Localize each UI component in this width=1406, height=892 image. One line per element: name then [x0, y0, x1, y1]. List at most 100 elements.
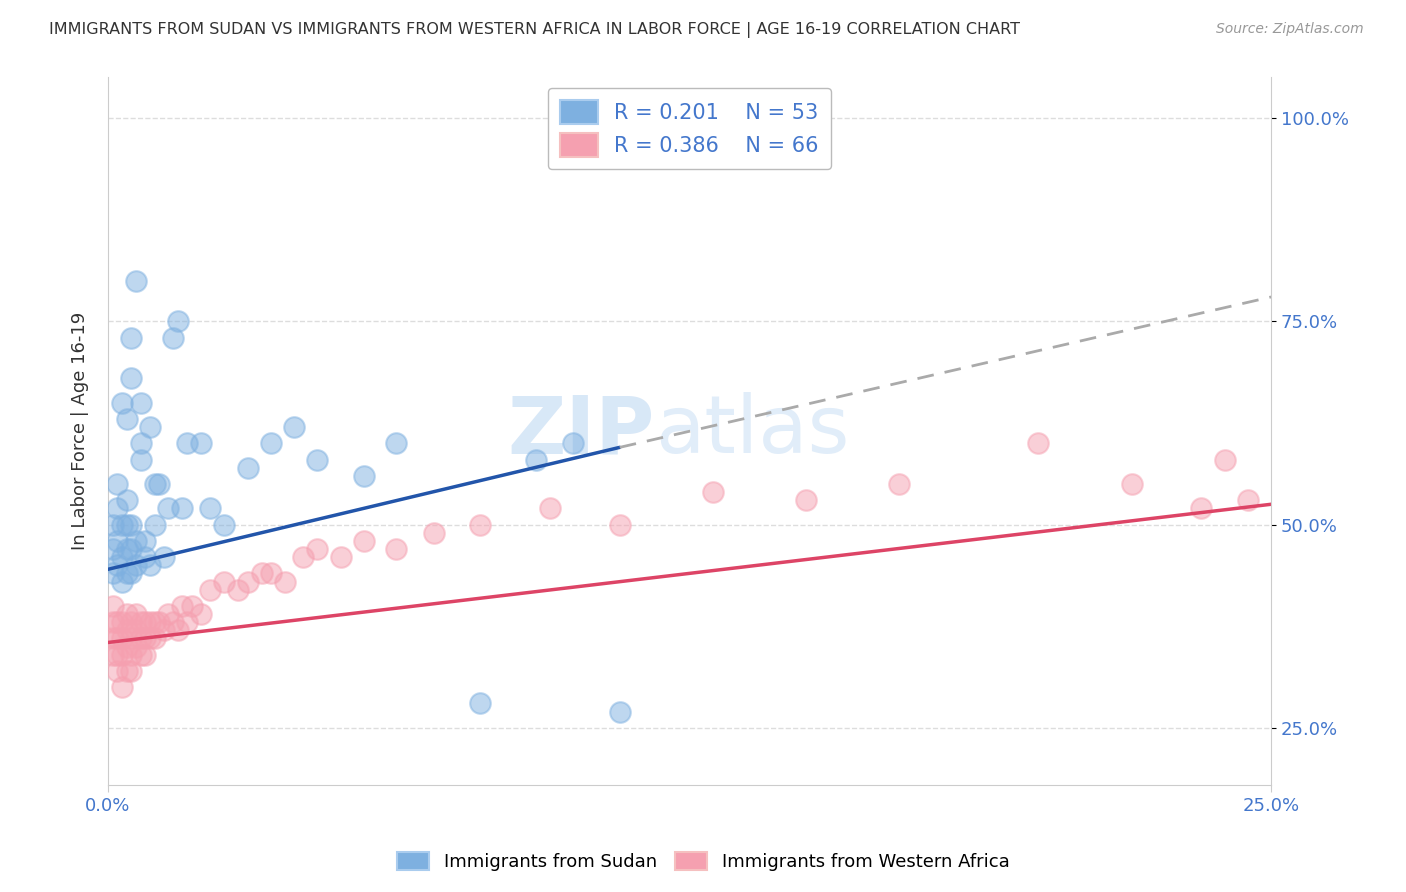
Point	[105, 615, 128, 629]
Point	[111, 632, 134, 646]
Point	[101, 566, 124, 581]
Point	[385, 541, 408, 556]
Point	[120, 615, 142, 629]
Point	[129, 395, 152, 409]
Point	[236, 460, 259, 475]
Point	[702, 485, 724, 500]
Point	[283, 420, 305, 434]
Point	[101, 599, 124, 613]
Point	[1213, 452, 1236, 467]
Point	[422, 525, 444, 540]
Point	[120, 664, 142, 678]
Point	[120, 566, 142, 581]
Point	[157, 607, 180, 621]
Point	[200, 501, 222, 516]
Y-axis label: In Labor Force | Age 16-19: In Labor Force | Age 16-19	[72, 312, 89, 550]
Point	[1189, 501, 1212, 516]
Point	[1237, 493, 1260, 508]
Point	[143, 477, 166, 491]
Point	[115, 607, 138, 621]
Point	[190, 436, 212, 450]
Point	[562, 436, 585, 450]
Point	[157, 501, 180, 516]
Text: Source: ZipAtlas.com: Source: ZipAtlas.com	[1216, 22, 1364, 37]
Point	[250, 566, 273, 581]
Point	[111, 648, 134, 662]
Point	[139, 632, 162, 646]
Point	[105, 664, 128, 678]
Point	[260, 566, 283, 581]
Point	[260, 436, 283, 450]
Point	[115, 664, 138, 678]
Point	[134, 632, 156, 646]
Point	[101, 517, 124, 532]
Point	[120, 648, 142, 662]
Point	[609, 517, 631, 532]
Point	[226, 582, 249, 597]
Point	[101, 541, 124, 556]
Point	[105, 558, 128, 573]
Point	[236, 574, 259, 589]
Point	[125, 558, 148, 573]
Point	[125, 274, 148, 288]
Point	[172, 599, 194, 613]
Point	[887, 477, 910, 491]
Point	[120, 371, 142, 385]
Point	[153, 624, 176, 638]
Point	[101, 648, 124, 662]
Point	[120, 541, 142, 556]
Point	[153, 550, 176, 565]
Point	[538, 501, 561, 516]
Point	[274, 574, 297, 589]
Point	[105, 501, 128, 516]
Point	[1121, 477, 1143, 491]
Point	[134, 550, 156, 565]
Point	[105, 632, 128, 646]
Point	[129, 615, 152, 629]
Point	[105, 477, 128, 491]
Point	[125, 533, 148, 548]
Point	[120, 330, 142, 344]
Legend: R = 0.201    N = 53, R = 0.386    N = 66: R = 0.201 N = 53, R = 0.386 N = 66	[548, 87, 831, 169]
Point	[524, 452, 547, 467]
Point	[115, 541, 138, 556]
Point	[111, 680, 134, 694]
Point	[609, 705, 631, 719]
Point	[162, 330, 184, 344]
Point	[134, 648, 156, 662]
Point	[105, 648, 128, 662]
Point	[176, 615, 198, 629]
Point	[307, 541, 329, 556]
Point	[176, 436, 198, 450]
Point	[101, 615, 124, 629]
Point	[353, 468, 375, 483]
Point	[129, 648, 152, 662]
Point	[180, 599, 202, 613]
Point	[470, 697, 492, 711]
Point	[162, 615, 184, 629]
Text: ZIP: ZIP	[508, 392, 655, 470]
Point	[125, 624, 148, 638]
Point	[166, 624, 188, 638]
Point	[353, 533, 375, 548]
Point	[129, 452, 152, 467]
Point	[1028, 436, 1050, 450]
Point	[166, 314, 188, 328]
Point	[214, 574, 236, 589]
Point	[292, 550, 315, 565]
Point	[111, 395, 134, 409]
Point	[115, 493, 138, 508]
Point	[115, 640, 138, 654]
Point	[129, 436, 152, 450]
Point	[111, 550, 134, 565]
Point	[172, 501, 194, 516]
Point	[214, 517, 236, 532]
Point	[120, 517, 142, 532]
Point	[139, 615, 162, 629]
Point	[139, 558, 162, 573]
Point	[794, 493, 817, 508]
Point	[307, 452, 329, 467]
Point	[120, 632, 142, 646]
Legend: Immigrants from Sudan, Immigrants from Western Africa: Immigrants from Sudan, Immigrants from W…	[389, 845, 1017, 879]
Point	[129, 632, 152, 646]
